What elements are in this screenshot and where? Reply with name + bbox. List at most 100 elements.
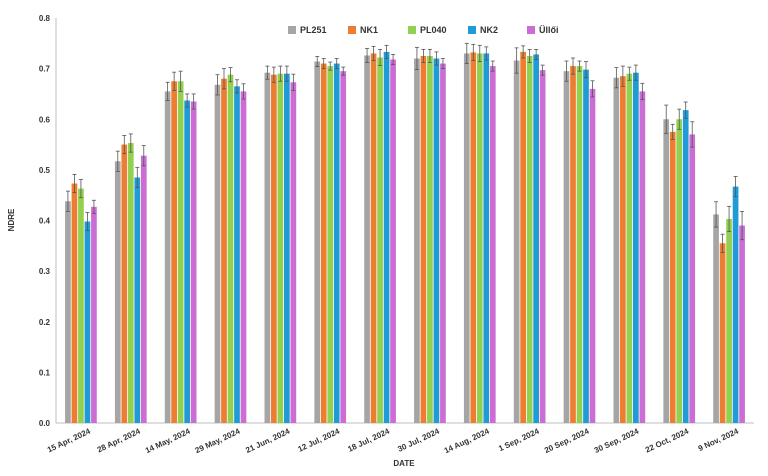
error-bar (564, 60, 569, 82)
bar (271, 74, 277, 423)
bar (483, 53, 490, 423)
error-bar (315, 56, 320, 67)
error-bar (477, 44, 482, 62)
error-bar (241, 83, 246, 100)
bars (65, 51, 745, 424)
error-bar (464, 42, 469, 64)
y-tick-label: 0.5 (39, 166, 51, 175)
error-bar (334, 58, 339, 70)
error-bar (683, 101, 688, 119)
error-bar (65, 190, 70, 212)
error-bar (115, 150, 120, 172)
error-bar (720, 233, 725, 253)
bar (78, 188, 84, 423)
error-bar (284, 65, 289, 82)
error-bar (165, 81, 170, 101)
error-bar (521, 45, 526, 59)
bar (240, 91, 247, 423)
error-bar (191, 93, 196, 110)
bar (589, 88, 596, 423)
error-bar (278, 65, 283, 82)
error-bar (640, 82, 645, 100)
bar (583, 69, 589, 423)
bar (377, 57, 383, 424)
bar (140, 155, 147, 423)
bar (526, 55, 533, 423)
bar (284, 73, 290, 423)
bar (476, 53, 483, 423)
bar (539, 70, 546, 424)
error-bar (172, 71, 177, 91)
bar (739, 225, 745, 423)
legend-label: PL040 (420, 25, 447, 35)
bar (290, 82, 297, 423)
bar (71, 183, 78, 423)
bar (340, 71, 347, 423)
bar (669, 131, 676, 423)
bar (134, 177, 141, 423)
bar (277, 73, 284, 423)
bar (190, 101, 197, 423)
bar (620, 76, 626, 423)
bar (570, 66, 576, 423)
error-bar (222, 68, 226, 90)
error-bar (434, 51, 439, 66)
bar (420, 55, 427, 423)
error-bar (633, 64, 638, 81)
bar (91, 206, 97, 423)
bar (533, 54, 539, 423)
bar (689, 134, 696, 423)
error-bar (321, 58, 326, 70)
error-bar (215, 74, 220, 96)
error-bar (614, 67, 619, 89)
error-bar (135, 166, 140, 188)
error-bar (378, 48, 383, 66)
bar (383, 51, 390, 423)
error-bar (371, 45, 376, 61)
error-bar (440, 58, 445, 70)
error-bar (328, 61, 333, 71)
y-tick-label: 0.1 (39, 368, 51, 377)
error-bar (571, 57, 575, 75)
bar (414, 58, 420, 423)
bar (264, 72, 271, 424)
error-bar (727, 205, 732, 233)
bar (663, 119, 670, 423)
bar (320, 63, 327, 423)
legend-item: Üllői (527, 25, 559, 35)
bar (639, 91, 646, 423)
bar (121, 144, 128, 423)
bar (333, 63, 340, 423)
error-bar (178, 70, 183, 92)
error-bar (341, 66, 346, 76)
error-bar (733, 176, 738, 198)
error-bar (627, 66, 632, 81)
y-axis-title: NDRE (7, 208, 16, 231)
error-bar (670, 123, 675, 140)
error-bar (78, 179, 83, 199)
bar (214, 84, 221, 423)
x-axis-title: DATE (393, 459, 415, 468)
legend-label: Üllői (539, 25, 559, 35)
error-bar (185, 93, 190, 108)
bar (520, 51, 526, 423)
error-bar (391, 54, 396, 65)
legend-item: PL040 (408, 25, 447, 35)
y-tick-label: 0.8 (39, 14, 51, 23)
y-tick-label: 0.2 (39, 318, 51, 327)
bar (65, 201, 71, 423)
legend: PL251 NK1 PL040 NK2 Üllői (288, 25, 559, 35)
bar (364, 55, 370, 424)
bar (114, 161, 121, 424)
error-bar (471, 43, 476, 61)
bar (563, 71, 570, 423)
bar (719, 243, 726, 423)
bar (171, 81, 177, 423)
error-bar (427, 48, 432, 63)
error-bar (664, 104, 669, 134)
bar (732, 186, 739, 423)
bar (327, 66, 334, 423)
legend-label: NK2 (480, 25, 498, 35)
error-bar (265, 65, 270, 80)
error-bar (421, 48, 426, 63)
